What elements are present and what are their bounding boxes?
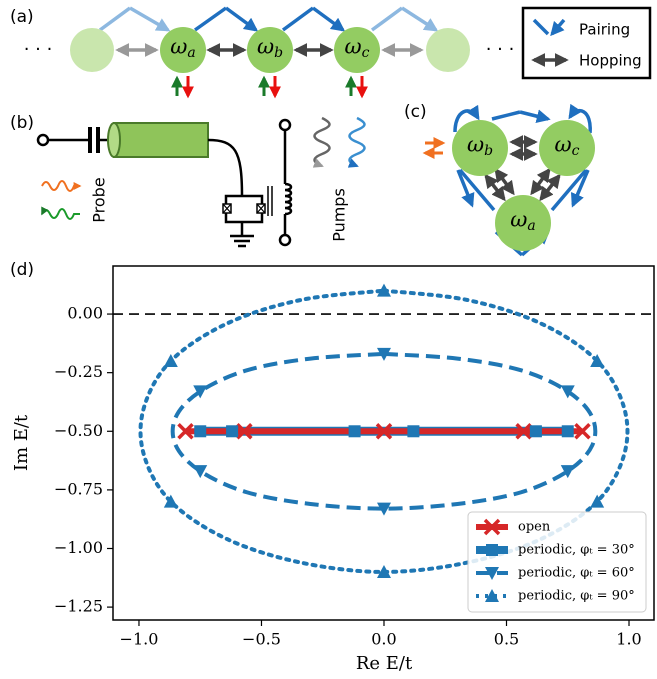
node-label: ωc [555,133,580,160]
x-tick-label: 0.5 [494,630,519,649]
marker [529,425,542,438]
x-tick-label: 0.0 [371,630,396,649]
panel-label: (b) [10,113,34,133]
marker [348,425,361,438]
chain-diagram [98,6,436,99]
legend-label: open [518,520,551,535]
legend-label: periodic, φₜ = 60° [518,566,635,581]
marker [177,423,194,440]
y-tick-label: −1.25 [54,597,103,616]
marker [486,544,498,556]
node [426,28,470,72]
legend-text: Hopping [579,52,642,70]
marker [515,423,532,440]
node [539,120,595,176]
node [160,27,206,73]
marker [407,425,420,438]
marker [226,425,239,438]
marker [560,465,575,479]
y-tick-label: −1.00 [54,538,103,557]
plot-area: −1.0 −0.5 0.0 0.5 1.0 0.00 −0.25 −0.50 −0.75 −1.0… [54,283,654,649]
x-tick-label: −1.0 [120,630,159,649]
panel-label: (a) [10,7,34,27]
marker [163,494,178,508]
marker [590,353,605,367]
node [70,28,114,72]
marker [376,283,391,297]
x-tick-label: 1.0 [616,630,641,649]
pairing-icon [532,18,566,34]
panel-label: (d) [10,260,34,280]
marker [485,567,499,580]
marker [485,589,499,602]
legend-label: periodic, φₜ = 30° [518,543,635,558]
marker [163,353,178,367]
marker [236,423,253,440]
circuit [36,116,366,248]
marker [193,385,208,399]
node [334,27,380,73]
marker [376,502,391,516]
probe-label: Probe [90,177,109,222]
node-label: ωc [345,35,370,62]
triangle-diagram [422,103,592,257]
y-tick-label: −0.25 [54,362,103,381]
legend: open periodic, φₜ = 30° periodic, φₜ = 60°… [467,511,647,613]
marker [194,425,207,438]
node [452,120,508,176]
marker [560,385,575,399]
y-tick-label: 0.00 [67,304,103,323]
marker [590,494,605,508]
y-tick-label: −0.75 [54,479,103,498]
legend-label: periodic, φₜ = 90° [518,589,635,604]
y-axis-label: Im E/t [11,414,32,471]
marker [376,347,391,361]
marker [483,518,501,536]
marker [193,465,208,479]
marker [376,564,391,578]
ellipsis: · · · [24,39,53,60]
legend-frame [467,511,647,613]
legend-text: Pairing [579,21,630,39]
pumps-label: Pumps [330,188,349,242]
x-tick-label: −0.5 [242,630,281,649]
ellipsis: · · · [486,39,515,60]
marker [561,425,574,438]
node [495,195,551,251]
x-axis-label: Re E/t [356,653,413,674]
marker [375,423,393,440]
node [247,27,293,73]
marker [574,423,591,440]
y-tick-label: −0.50 [54,421,103,440]
panel-label: (c) [404,102,427,122]
